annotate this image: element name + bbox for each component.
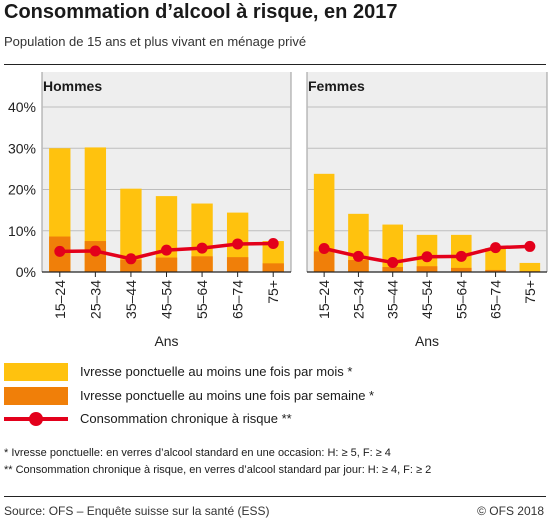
bar-monthly	[519, 262, 541, 272]
y-tick-label: 0%	[16, 264, 36, 280]
point-chronic	[161, 244, 172, 256]
point-chronic	[125, 253, 137, 265]
point-chronic	[524, 240, 536, 252]
chart-title: Consommation d’alcool à risque, en 2017	[4, 1, 398, 23]
bar-weekly	[226, 257, 249, 272]
bar-weekly	[348, 260, 369, 272]
legend-dot-chronic	[29, 412, 43, 426]
bar-weekly	[155, 257, 178, 272]
bar-monthly	[84, 147, 107, 272]
y-tick-label: 30%	[8, 140, 36, 156]
bar-weekly	[382, 267, 403, 272]
point-chronic	[421, 251, 433, 263]
point-chronic	[196, 242, 208, 254]
legend-swatch-weekly	[4, 387, 68, 405]
bar-weekly	[84, 241, 107, 272]
y-tick-label: 40%	[8, 99, 36, 115]
chart-area: 0% 10% 20% 30% 40% Hommes 15–24 25–34 35–44 45–54…	[8, 72, 548, 349]
footer-source: Source: OFS – Enquête suisse sur la sant…	[4, 504, 270, 518]
legend-swatch-monthly	[4, 363, 68, 381]
bar-weekly	[416, 266, 438, 272]
x-tick-label: 15–24	[52, 280, 68, 319]
footer-copyright: © OFS 2018	[477, 504, 544, 518]
bar-weekly	[262, 263, 284, 272]
point-chronic	[232, 238, 244, 250]
x-tick-label: 55–64	[453, 280, 469, 319]
x-tick-label: 45–54	[419, 280, 435, 319]
point-chronic	[352, 250, 364, 262]
point-chronic	[455, 250, 467, 262]
x-tick-label: 15–24	[316, 280, 332, 319]
point-chronic	[318, 242, 330, 254]
panel-title: Hommes	[43, 78, 102, 94]
bar-weekly	[120, 259, 142, 272]
x-axis-label: Ans	[154, 333, 178, 349]
x-tick-label: 75+	[265, 280, 281, 304]
x-axis-label: Ans	[415, 333, 439, 349]
y-tick-label: 20%	[8, 182, 36, 198]
x-tick-label: 65–74	[230, 280, 246, 319]
x-tick-label: 25–34	[87, 280, 103, 319]
x-tick-label: 75+	[522, 280, 538, 304]
x-tick-label: 25–34	[350, 280, 366, 319]
bar-weekly	[451, 267, 472, 272]
legend-label-monthly: Ivresse ponctuelle au moins une fois par…	[80, 364, 353, 379]
point-chronic	[89, 245, 101, 257]
footnote-chronic: ** Consommation chronique à risque, en v…	[4, 464, 432, 476]
x-tick-label: 35–44	[385, 280, 401, 319]
x-tick-label: 65–74	[488, 280, 504, 319]
x-tick-label: 45–54	[159, 280, 175, 319]
bar-weekly	[191, 256, 213, 272]
legend-label-weekly: Ivresse ponctuelle au moins une fois par…	[80, 388, 375, 403]
point-chronic	[490, 242, 502, 254]
y-tick-label: 10%	[8, 223, 36, 239]
bar-weekly	[485, 269, 506, 272]
header-rule	[4, 64, 546, 65]
legend-label-chronic: Consommation chronique à risque **	[80, 411, 292, 426]
bar-weekly	[313, 251, 335, 272]
x-tick-label: 35–44	[123, 280, 139, 319]
x-tick-label: 55–64	[194, 280, 210, 319]
footnote-binge: * Ivresse ponctuelle: en verres d’alcool…	[4, 447, 391, 459]
footer-rule	[4, 496, 546, 497]
bar-monthly	[485, 248, 506, 272]
panel-title: Femmes	[308, 78, 365, 94]
point-chronic	[387, 257, 399, 269]
chart-subtitle: Population de 15 ans et plus vivant en m…	[4, 34, 307, 49]
bar-monthly	[120, 188, 142, 272]
point-chronic	[54, 245, 66, 257]
point-chronic	[267, 238, 279, 250]
bar-monthly	[191, 203, 213, 272]
